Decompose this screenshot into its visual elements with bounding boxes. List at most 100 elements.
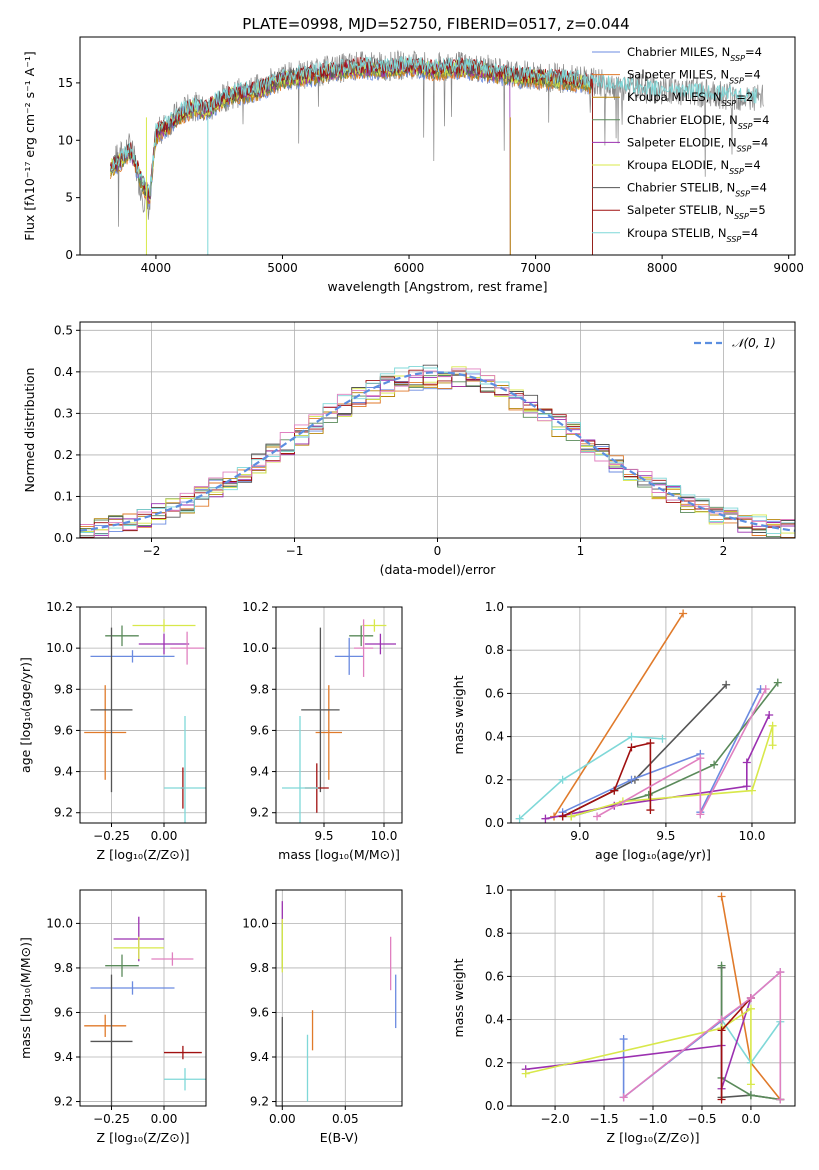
y-tick-label: 9.2 (54, 1095, 73, 1109)
x-tick-label: 9.5 (314, 829, 333, 843)
legend-entry-kroupa_stelib: Kroupa STELIB, NSSP=4 (627, 226, 758, 244)
y-tick-label: 15 (58, 76, 73, 90)
data-point-miles_pink (761, 685, 770, 694)
y-tick-label: 0.6 (485, 969, 504, 983)
y-tick-label: 0.3 (54, 406, 73, 420)
data-point-miles_pink (593, 812, 602, 821)
y-tick-label: 1.0 (485, 600, 504, 614)
y-tick-label: 0.1 (54, 489, 73, 503)
data-point-salpeter_stelib (627, 743, 636, 752)
data-point-salpeter_stelib (646, 806, 655, 815)
panel-residuals: −2 −1 0 1 2 0.0 0.1 0.2 0.3 0.4 0.5 (data-model)/er… (22, 321, 796, 577)
data-point-kroupa_elodie (768, 741, 777, 750)
series-line-salpeter_miles (553, 613, 684, 817)
data-point-salpeter_elodie (742, 758, 751, 767)
legend-entry-salpeter_elodie: Salpeter ELODIE, NSSP=4 (627, 135, 768, 153)
y-tick-label: 9.4 (250, 765, 269, 779)
panel-weight_vs_age: 9.0 9.5 10.0 0.0 0.2 0.4 0.6 0.8 1.0 age [log₁₀(a… (451, 600, 796, 862)
x-tick-label: 0.00 (269, 1112, 296, 1126)
data-point-miles_pink (619, 1093, 628, 1102)
y-tick-label: 0.6 (485, 686, 504, 700)
data-point-kroupa_stelib (515, 814, 524, 823)
data-point-chabrier_elodie (644, 790, 653, 799)
histogram-kroupa_stelib (80, 365, 795, 538)
histogram-salpeter_stelib (80, 369, 795, 538)
y-axis-label: mass weight (451, 958, 466, 1037)
y-tick-label: 0.8 (485, 643, 504, 657)
model-line-kroupa_miles (110, 61, 593, 255)
legend-entry-salpeter_stelib: Salpeter STELIB, NSSP=5 (627, 203, 766, 221)
x-tick-label: 1 (577, 544, 585, 558)
x-tick-label: 6000 (394, 261, 425, 275)
legend-entry-normal: 𝒩(0, 1) (732, 336, 776, 350)
data-point-miles_pink (776, 1095, 785, 1104)
y-tick-label: 0.2 (485, 1056, 504, 1070)
plot-area-spectrum (110, 49, 764, 255)
x-axis-label: E(B-V) (320, 1130, 359, 1145)
series-line-kroupa_elodie (570, 725, 774, 818)
x-tick-label: 5000 (267, 261, 298, 275)
data-point-chabrier_miles (619, 1035, 628, 1044)
y-tick-label: 9.2 (250, 806, 269, 820)
data-point-kroupa_elodie (746, 1080, 755, 1089)
y-tick-label: 10.0 (242, 641, 269, 655)
legend-entry-salpeter_miles: Salpeter MILES, NSSP=4 (627, 68, 761, 86)
x-axis-label: Z [log₁₀(Z/Z⊙)] (607, 1130, 700, 1145)
y-tick-label: 9.2 (54, 806, 73, 820)
x-tick-label: 9.0 (570, 829, 589, 843)
data-point-chabrier_elodie (717, 961, 726, 970)
x-tick-label: −2 (143, 544, 161, 558)
x-tick-label: 9000 (773, 261, 804, 275)
panel-mass_vs_Z: −0.25 0.00 9.2 9.4 9.6 9.8 10.0 Z [log₁₀(Z/Z⊙)]… (18, 889, 207, 1145)
x-tick-label: −2.0 (540, 1112, 569, 1126)
data-point-kroupa_elodie (567, 812, 576, 821)
data-point-miles_pink (717, 1015, 726, 1024)
panel-weight_vs_Z: −2.0 −1.5 −1.0 −0.5 0.0 0.0 0.2 0.4 0.6 0.8 1.0 Z [… (451, 883, 796, 1145)
y-tick-label: 9.4 (54, 1050, 73, 1064)
data-point-chabrier_stelib (722, 680, 731, 689)
model-line-salpeter_miles (110, 62, 593, 255)
normal-curve-line (80, 371, 795, 532)
x-tick-label: −1.0 (638, 1112, 667, 1126)
y-axis-label: mass [log₁₀(M/M⊙)] (18, 937, 33, 1059)
y-tick-label: 1.0 (485, 883, 504, 897)
plot-area-residuals (80, 364, 795, 538)
data-point-chabrier_miles (627, 775, 636, 784)
x-tick-label: 0.0 (741, 1112, 760, 1126)
data-point-chabrier_elodie (710, 760, 719, 769)
data-point-salpeter_stelib (717, 1026, 726, 1035)
data-point-miles_pink (696, 754, 705, 763)
data-point-miles_pink (776, 968, 785, 977)
data-point-chabrier_elodie (746, 1091, 755, 1100)
x-axis-label: wavelength [Angstrom, rest frame] (327, 279, 547, 294)
axes-frame (275, 889, 403, 1107)
axes-frame (510, 606, 796, 824)
series-line-kroupa_stelib (519, 735, 663, 820)
legend-entry-chabrier_elodie: Chabrier ELODIE, NSSP=4 (627, 113, 769, 131)
y-tick-label: 10.0 (242, 916, 269, 930)
axes-frame (79, 606, 207, 824)
data-point-salpeter_stelib (646, 739, 655, 748)
data-point-salpeter_stelib (717, 1095, 726, 1104)
data-point-miles_pink (746, 994, 755, 1002)
data-point-kroupa_stelib (558, 775, 567, 784)
data-point-kroupa_elodie (768, 721, 777, 730)
y-axis-label: mass weight (451, 675, 466, 754)
x-tick-label: 0.00 (151, 829, 178, 843)
x-tick-label: 10.0 (371, 829, 398, 843)
y-tick-label: 0 (65, 248, 73, 262)
x-tick-label: 8000 (647, 261, 678, 275)
y-axis-label: Normed distribution (22, 368, 37, 493)
data-point-salpeter_miles (679, 609, 688, 618)
x-tick-label: −0.25 (93, 829, 130, 843)
histogram-miles_pink (80, 368, 795, 538)
axes-frame (79, 36, 796, 256)
legend-entry-kroupa_miles: Kroupa MILES, NSSP=2 (627, 90, 753, 108)
x-tick-label: 0 (434, 544, 442, 558)
model-line-kroupa_stelib (110, 55, 757, 197)
x-tick-label: 9.5 (656, 829, 675, 843)
y-tick-label: 0.4 (485, 730, 504, 744)
model-line-salpeter_elodie (110, 59, 511, 255)
panel-mass_vs_ebv: 0.00 0.05 9.2 9.4 9.6 9.8 10.0 E(B-V) (242, 889, 403, 1145)
data-point-salpeter_stelib (558, 812, 567, 821)
